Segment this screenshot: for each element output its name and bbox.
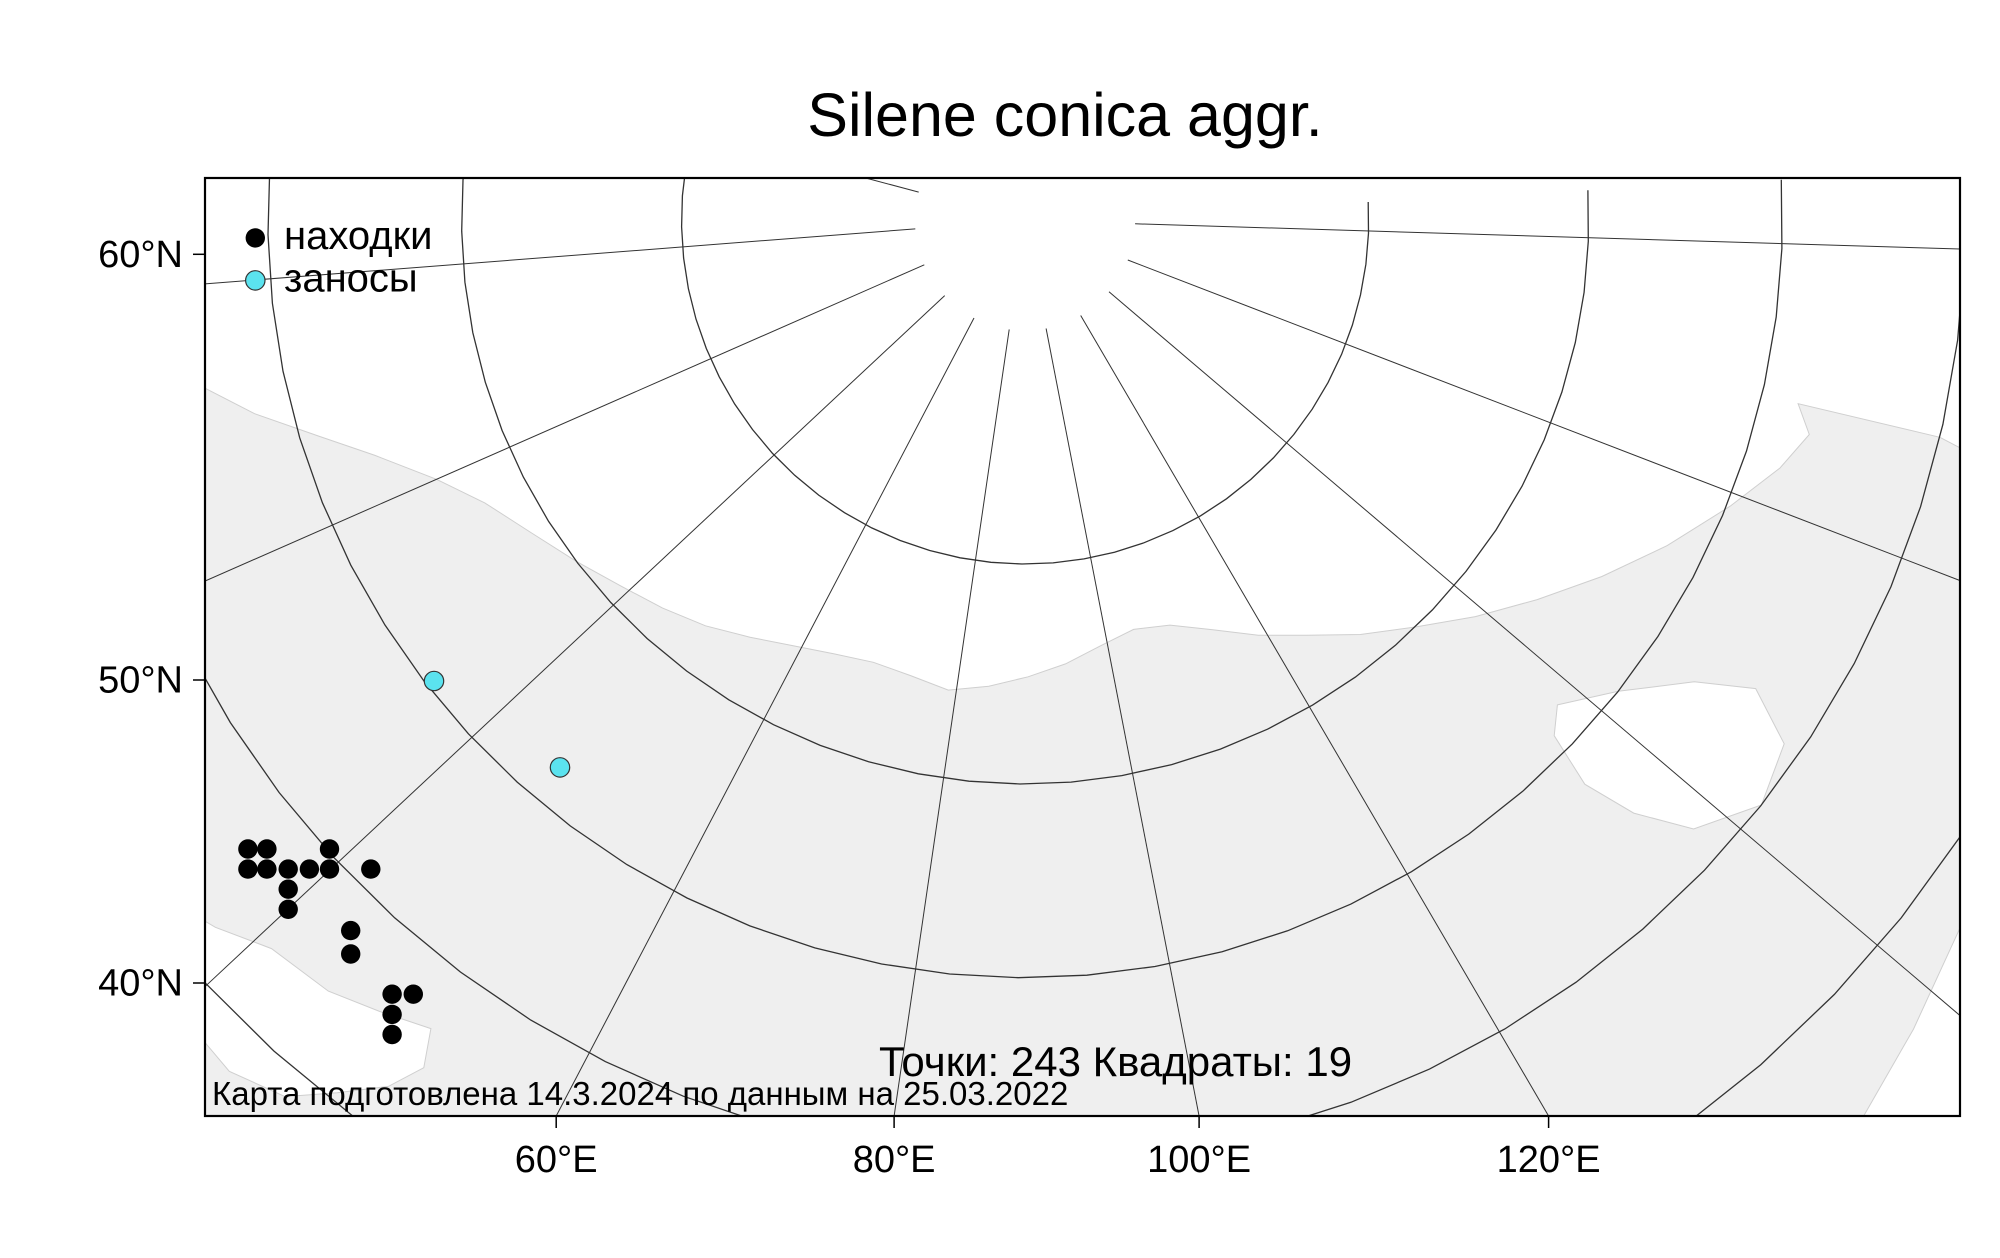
svg-text:Точки: 243 Квадраты: 19: Точки: 243 Квадраты: 19 (879, 1038, 1352, 1085)
svg-text:50°N: 50°N (98, 660, 183, 702)
svg-text:80°E: 80°E (853, 1139, 936, 1181)
svg-text:100°E: 100°E (1147, 1139, 1251, 1181)
svg-text:60°N: 60°N (98, 234, 183, 276)
svg-text:60°E: 60°E (515, 1139, 598, 1181)
svg-text:40°N: 40°N (98, 963, 183, 1005)
svg-text:находки: находки (284, 214, 432, 258)
svg-text:120°E: 120°E (1497, 1139, 1601, 1181)
svg-text:заносы: заносы (284, 257, 418, 301)
